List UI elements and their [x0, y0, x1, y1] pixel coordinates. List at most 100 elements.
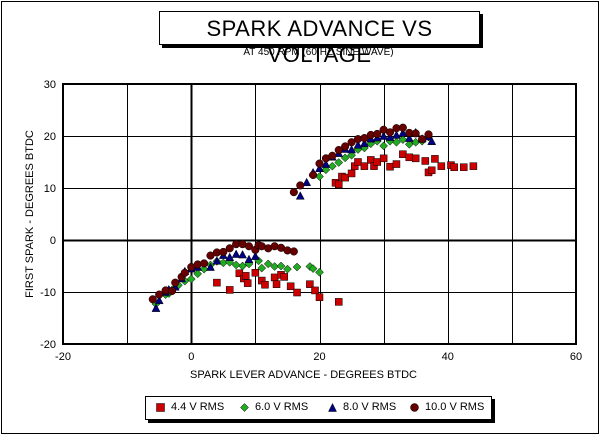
- y-tick-label: -20: [40, 339, 56, 351]
- data-point-4-4v: [354, 158, 362, 166]
- data-point-8-0v: [206, 262, 215, 271]
- data-point-4-4v: [427, 166, 436, 175]
- circle-marker-icon: [410, 402, 419, 412]
- data-point-8-0v: [212, 256, 222, 265]
- data-point-6-0v: [327, 161, 337, 171]
- chart-subtitle: AT 450 RPM (60 HZ SINE WAVE): [243, 47, 394, 58]
- x-tick-label: 60: [570, 351, 582, 363]
- data-point-4-4v: [421, 157, 430, 165]
- data-point-10-0v: [206, 251, 215, 260]
- x-tick-label: 0: [188, 351, 194, 363]
- data-point-6-0v: [263, 259, 273, 269]
- data-point-8-0v: [404, 133, 414, 142]
- data-point-4-4v: [261, 280, 269, 289]
- data-point-6-0v: [193, 269, 203, 279]
- data-point-10-0v: [398, 123, 407, 132]
- data-point-8-0v: [238, 250, 247, 259]
- data-point-4-4v: [469, 162, 478, 170]
- data-point-6-0v: [315, 267, 324, 277]
- data-point-4-4v: [411, 154, 420, 163]
- data-point-4-4v: [286, 282, 295, 291]
- data-point-4-4v: [373, 158, 381, 166]
- chart-title: SPARK ADVANCE VS VOLTAGE: [206, 16, 433, 67]
- data-point-10-0v: [167, 286, 177, 296]
- data-point-6-0v: [238, 261, 247, 271]
- data-point-4-4v: [450, 163, 458, 171]
- data-point-4-4v: [243, 279, 252, 287]
- data-point-10-0v: [289, 188, 298, 197]
- data-point-8-0v: [347, 144, 356, 154]
- data-point-4-4v: [405, 153, 414, 162]
- x-tick-label: 40: [442, 351, 454, 363]
- data-point-4-4v: [293, 288, 301, 297]
- diamond-marker-icon: [240, 402, 249, 412]
- data-point-10-0v: [385, 128, 395, 137]
- data-point-6-0v: [379, 141, 388, 151]
- data-point-10-0v: [296, 181, 305, 190]
- data-point-8-0v: [392, 130, 401, 139]
- data-point-10-0v: [315, 159, 324, 168]
- triangle-marker-icon: [328, 402, 337, 412]
- data-point-10-0v: [180, 268, 189, 277]
- data-point-6-0v: [292, 262, 302, 272]
- y-tick-label: 10: [44, 183, 56, 195]
- data-point-10-0v: [155, 290, 164, 299]
- data-point-4-4v: [341, 173, 349, 182]
- data-point-10-0v: [360, 134, 369, 143]
- data-point-8-0v: [385, 132, 395, 141]
- data-point-10-0v: [334, 145, 343, 155]
- data-point-8-0v: [154, 295, 164, 305]
- data-point-6-0v: [257, 263, 267, 273]
- data-point-4-4v: [399, 150, 407, 158]
- legend-label: 6.0 V RMS: [255, 401, 309, 413]
- data-point-10-0v: [219, 247, 228, 257]
- x-tick-label: 20: [313, 351, 325, 363]
- data-point-6-0v: [276, 261, 286, 271]
- data-point-8-0v: [427, 136, 437, 145]
- data-point-10-0v: [341, 142, 350, 151]
- data-point-4-4v: [272, 280, 281, 288]
- y-tick-label: -10: [40, 287, 56, 299]
- data-point-4-4v: [379, 154, 388, 163]
- data-point-4-4v: [431, 155, 439, 163]
- data-point-4-4v: [334, 298, 343, 306]
- data-point-10-0v: [171, 278, 180, 287]
- legend: 4.4 V RMS 6.0 V RMS 8.0 V RMS 10.0 V RMS: [145, 396, 492, 420]
- data-point-6-0v: [334, 158, 344, 167]
- data-point-6-0v: [308, 264, 318, 273]
- data-point-4-4v: [315, 293, 324, 301]
- data-point-4-4v: [306, 280, 314, 288]
- data-point-10-0v: [411, 129, 420, 138]
- data-point-10-0v: [424, 130, 433, 139]
- data-point-4-4v: [460, 163, 468, 171]
- data-point-8-0v: [353, 140, 363, 149]
- data-point-4-4v: [392, 160, 401, 168]
- data-point-4-4v: [225, 286, 234, 294]
- data-point-10-0v: [309, 170, 318, 180]
- data-point-10-0v: [200, 259, 209, 268]
- data-point-4-4v: [242, 272, 250, 280]
- data-point-4-4v: [367, 156, 375, 164]
- legend-label: 10.0 V RMS: [425, 401, 485, 413]
- data-point-8-0v: [244, 254, 254, 263]
- data-point-10-0v: [347, 138, 356, 147]
- data-point-6-0v: [199, 264, 209, 274]
- x-tick-label: -20: [55, 351, 71, 363]
- data-point-6-0v: [404, 139, 414, 149]
- data-point-4-4v: [360, 162, 369, 170]
- legend-item-8-0v: 8.0 V RMS: [328, 401, 396, 413]
- data-point-8-0v: [398, 128, 408, 137]
- data-point-4-4v: [213, 278, 221, 287]
- data-point-4-4v: [280, 273, 288, 281]
- data-point-4-4v: [347, 169, 356, 178]
- data-point-8-0v: [225, 252, 235, 261]
- data-point-8-0v: [321, 159, 331, 168]
- legend-item-6-0v: 6.0 V RMS: [240, 401, 308, 413]
- data-point-8-0v: [379, 131, 389, 140]
- x-axis-label: SPARK LEVER ADVANCE - DEGREES BTDC: [190, 369, 417, 381]
- plot-area: [62, 83, 577, 345]
- data-point-8-0v: [359, 138, 369, 148]
- data-point-4-4v: [270, 273, 279, 282]
